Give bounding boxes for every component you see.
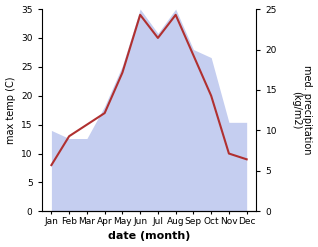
- Y-axis label: max temp (C): max temp (C): [5, 76, 16, 144]
- Y-axis label: med. precipitation
(kg/m2): med. precipitation (kg/m2): [291, 65, 313, 155]
- X-axis label: date (month): date (month): [108, 231, 190, 242]
